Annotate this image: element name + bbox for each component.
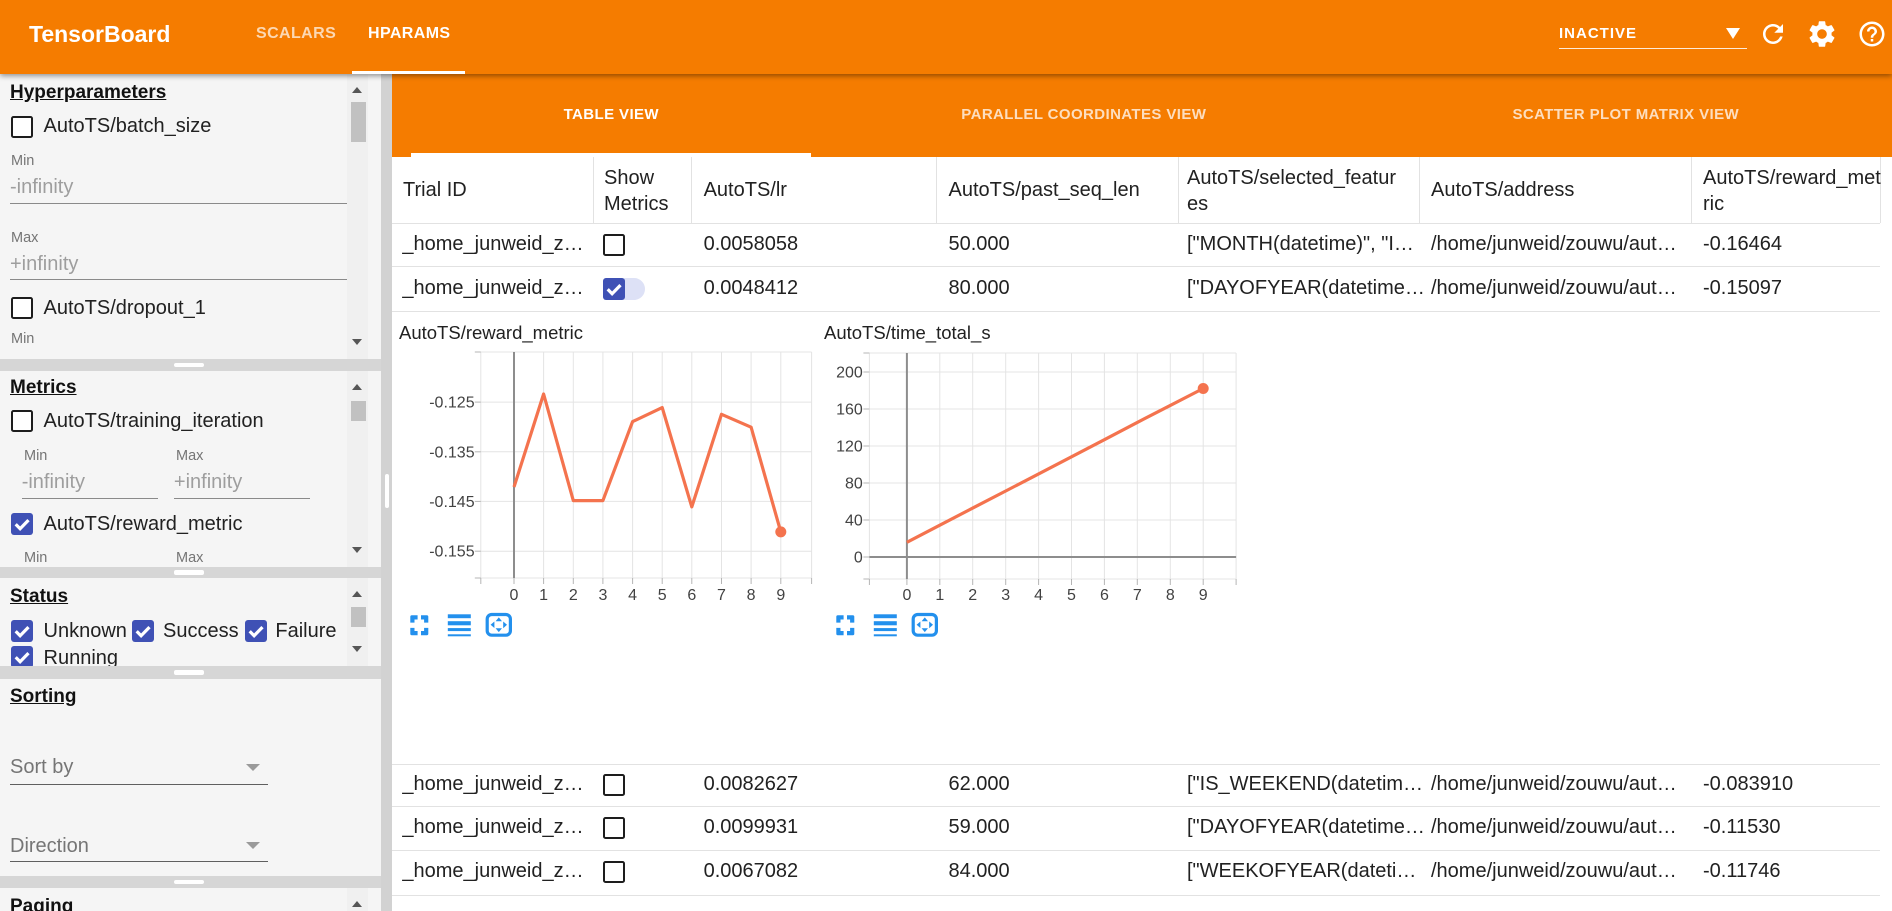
svg-text:4: 4	[628, 587, 637, 604]
svg-text:40: 40	[845, 513, 863, 530]
svg-text:200: 200	[836, 365, 863, 382]
svg-text:3: 3	[1001, 587, 1010, 604]
svg-text:6: 6	[687, 587, 696, 604]
svg-text:8: 8	[747, 587, 756, 604]
svg-text:9: 9	[776, 587, 785, 604]
svg-text:6: 6	[1100, 587, 1109, 604]
svg-text:8: 8	[1166, 587, 1175, 604]
svg-text:0: 0	[902, 587, 911, 604]
svg-text:2: 2	[569, 587, 578, 604]
svg-text:9: 9	[1199, 587, 1208, 604]
svg-text:7: 7	[1133, 587, 1142, 604]
svg-text:1: 1	[539, 587, 548, 604]
svg-text:80: 80	[845, 476, 863, 493]
svg-text:5: 5	[658, 587, 667, 604]
svg-text:120: 120	[836, 439, 863, 456]
svg-text:2: 2	[968, 587, 977, 604]
svg-text:4: 4	[1034, 587, 1043, 604]
svg-text:3: 3	[598, 587, 607, 604]
svg-text:7: 7	[717, 587, 726, 604]
svg-text:-0.135: -0.135	[429, 444, 474, 461]
svg-text:160: 160	[836, 402, 863, 419]
svg-text:1: 1	[935, 587, 944, 604]
svg-text:AutoTS/time_total_s: AutoTS/time_total_s	[824, 322, 991, 344]
svg-text:5: 5	[1067, 587, 1076, 604]
svg-text:0: 0	[854, 550, 863, 567]
svg-text:-0.145: -0.145	[429, 494, 474, 511]
svg-text:-0.155: -0.155	[429, 544, 474, 561]
svg-text:AutoTS/reward_metric: AutoTS/reward_metric	[399, 322, 583, 344]
svg-text:0: 0	[510, 587, 519, 604]
svg-text:-0.125: -0.125	[429, 395, 474, 412]
